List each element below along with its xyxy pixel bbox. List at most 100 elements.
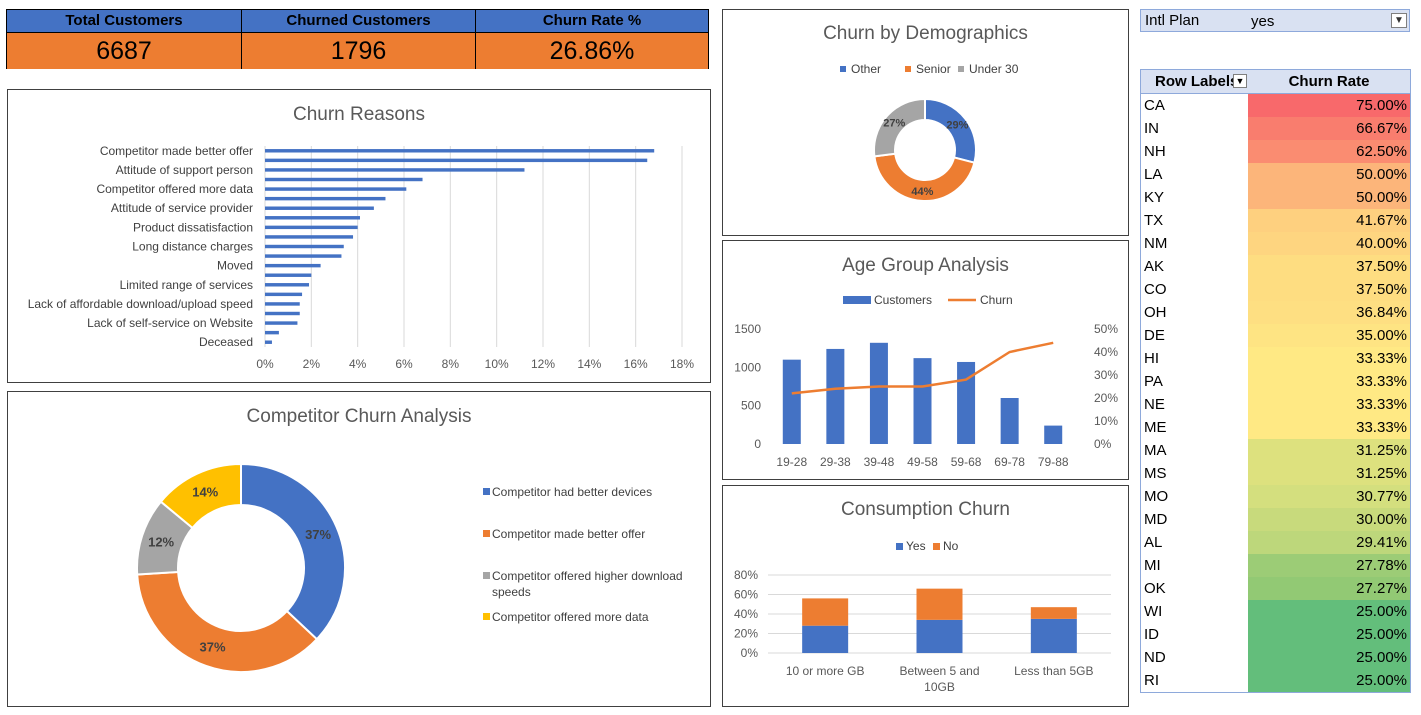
- kpi-rate-label: Churn Rate %: [476, 10, 708, 33]
- churn-rate-cell: 27.78%: [1248, 554, 1410, 577]
- churn-rate-cell: 40.00%: [1248, 232, 1410, 255]
- filter-value: yes: [1251, 13, 1275, 30]
- x-tick-label: 4%: [349, 357, 367, 371]
- bar: [265, 149, 655, 153]
- legend-label: Competitor made better offer: [492, 527, 645, 541]
- x-tick-label: 29-38: [820, 455, 851, 469]
- chart-title: Competitor Churn Analysis: [246, 406, 472, 427]
- pivot-row[interactable]: CA 75.00%: [1141, 94, 1410, 117]
- competitor-churn-chart[interactable]: Competitor Churn Analysis 37% 37% 12% 14% Co…: [7, 391, 711, 707]
- legend-swatch: [843, 296, 871, 304]
- state-label: MS: [1144, 465, 1167, 482]
- pivot-row[interactable]: WI 25.00%: [1141, 600, 1410, 623]
- state-label: AK: [1144, 258, 1165, 275]
- pivot-row[interactable]: AK 37.50%: [1141, 255, 1410, 278]
- pivot-row[interactable]: PA 33.33%: [1141, 370, 1410, 393]
- pivot-row[interactable]: NM 40.00%: [1141, 232, 1410, 255]
- legend-swatch: [483, 572, 490, 579]
- legend-swatch: [958, 66, 964, 72]
- legend-swatch: [933, 543, 940, 550]
- pivot-row[interactable]: MD 30.00%: [1141, 508, 1410, 531]
- legend-label: Competitor had better devices: [492, 485, 652, 499]
- pivot-row[interactable]: NE 33.33%: [1141, 393, 1410, 416]
- row-labels-filter-icon[interactable]: ▼: [1233, 74, 1247, 88]
- pivot-row[interactable]: KY 50.00%: [1141, 186, 1410, 209]
- pivot-row[interactable]: TX 41.67%: [1141, 209, 1410, 232]
- filter-dropdown-icon[interactable]: ▼: [1391, 13, 1407, 28]
- churn-rate-cell: 29.41%: [1248, 531, 1410, 554]
- x-tick-label: 19-28: [776, 455, 807, 469]
- category-label: Product dissatisfaction: [133, 220, 253, 234]
- legend-label: Churn: [980, 293, 1013, 307]
- pivot-row[interactable]: MS 31.25%: [1141, 462, 1410, 485]
- age-group-chart[interactable]: Age Group Analysis Customers Churn 0 500 100…: [722, 240, 1129, 480]
- x-tick-label: 59-68: [951, 455, 982, 469]
- category-label: Competitor made better offer: [100, 144, 253, 158]
- state-label: NE: [1144, 396, 1165, 413]
- y-tick-label: 0: [754, 437, 761, 451]
- state-label: CO: [1144, 281, 1167, 298]
- churn-demographics-chart[interactable]: Churn by Demographics Other Senior Under 3…: [722, 9, 1129, 236]
- bar: [265, 283, 310, 287]
- pivot-row[interactable]: DE 35.00%: [1141, 324, 1410, 347]
- consumption-churn-chart[interactable]: Consumption Churn Yes No 0% 20% 40% 60% 80% 10 …: [722, 485, 1129, 707]
- pivot-row[interactable]: MO 30.77%: [1141, 485, 1410, 508]
- legend-label: Under 30: [969, 62, 1019, 76]
- churn-rate-cell: 30.00%: [1248, 508, 1410, 531]
- state-label: NM: [1144, 235, 1168, 252]
- y2-tick-label: 10%: [1094, 414, 1118, 428]
- pivot-row[interactable]: HI 33.33%: [1141, 347, 1410, 370]
- pivot-row[interactable]: ND 25.00%: [1141, 646, 1410, 669]
- category-label: Lack of self-service on Website: [87, 316, 253, 330]
- state-label: TX: [1144, 212, 1164, 229]
- pivot-row[interactable]: NH 62.50%: [1141, 140, 1410, 163]
- bar-segment: [916, 588, 963, 620]
- pivot-row[interactable]: ID 25.00%: [1141, 623, 1410, 646]
- state-label: LA: [1144, 166, 1163, 183]
- pivot-row[interactable]: LA 50.00%: [1141, 163, 1410, 186]
- pivot-row[interactable]: IN 66.67%: [1141, 117, 1410, 140]
- intl-plan-filter[interactable]: Intl Plan yes ▼: [1140, 9, 1410, 32]
- pivot-row[interactable]: RI 25.00%: [1141, 669, 1410, 692]
- y-tick-label: 40%: [734, 607, 758, 621]
- pivot-row[interactable]: CO 37.50%: [1141, 278, 1410, 301]
- churn-reasons-plot: 0% 2% 4% 6% 8% 10% 12% 14% 16% 18% Competitor made…: [28, 144, 695, 371]
- legend-label: Yes: [906, 539, 926, 553]
- slice-data-label: 14%: [192, 485, 218, 500]
- slice-data-label: 27%: [883, 118, 905, 130]
- state-label: MI: [1144, 557, 1161, 574]
- state-label: AL: [1144, 534, 1163, 551]
- series-line: [791, 341, 1054, 395]
- bar: [265, 321, 298, 325]
- pivot-row[interactable]: ME 33.33%: [1141, 416, 1410, 439]
- churn-rate-cell: 30.77%: [1248, 485, 1410, 508]
- state-label: KY: [1144, 189, 1165, 206]
- pivot-row[interactable]: AL 29.41%: [1141, 531, 1410, 554]
- churn-reasons-chart[interactable]: Churn Reasons 0% 2% 4% 6% 8% 10% 12% 14% 16% 18% C…: [7, 89, 711, 383]
- pivot-row[interactable]: MI 27.78%: [1141, 554, 1410, 577]
- chart-title: Age Group Analysis: [842, 255, 1009, 276]
- bar: [265, 302, 300, 306]
- kpi-rate-value: 26.86%: [476, 33, 708, 69]
- x-tick-label: 49-58: [907, 455, 938, 469]
- category-label: Lack of affordable download/upload speed: [28, 297, 253, 311]
- chart-title: Churn Reasons: [292, 104, 426, 125]
- bar: [1000, 398, 1019, 444]
- y-tick-label: 60%: [734, 588, 758, 602]
- bar: [265, 225, 358, 230]
- donut-slice: [873, 152, 976, 202]
- x-tick-label: 79-88: [1038, 455, 1069, 469]
- pivot-row[interactable]: OK 27.27%: [1141, 577, 1410, 600]
- legend-swatch: [905, 66, 911, 72]
- pivot-row[interactable]: OH 36.84%: [1141, 301, 1410, 324]
- bar-segment: [802, 625, 849, 653]
- pivot-row[interactable]: MA 31.25%: [1141, 439, 1410, 462]
- category-label: Moved: [217, 259, 253, 273]
- bar: [265, 263, 321, 268]
- y2-tick-label: 20%: [1094, 391, 1118, 405]
- pivot-header: Row Labels ▼ Churn Rate: [1141, 70, 1410, 94]
- state-label: OH: [1144, 304, 1167, 321]
- bar: [913, 358, 932, 444]
- churn-rate-cell: 33.33%: [1248, 416, 1410, 439]
- legend-label: Customers: [874, 293, 932, 307]
